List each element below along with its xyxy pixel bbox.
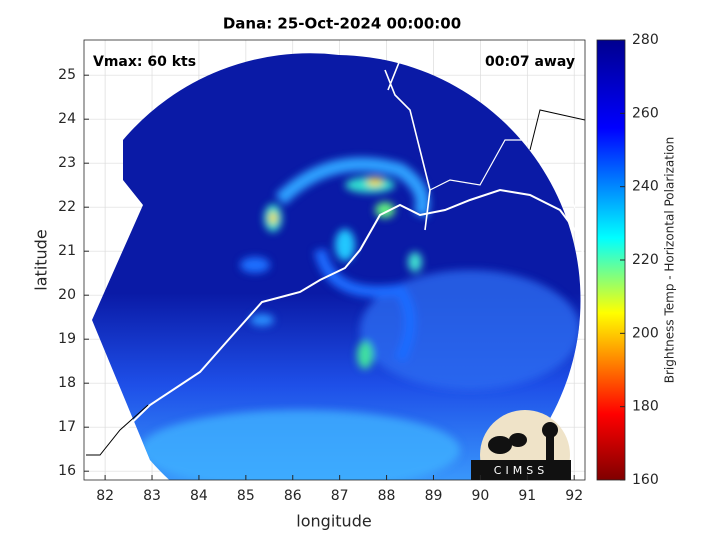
colorbar-tick-label: 200 (632, 325, 659, 341)
x-tick-label: 88 (378, 488, 396, 504)
annotation: Vmax: 60 kts (93, 54, 196, 70)
colorbar-tick-label: 160 (632, 472, 659, 488)
y-axis-label: latitude (32, 229, 51, 290)
x-tick-label: 85 (237, 488, 255, 504)
colorbar-tick-label: 240 (632, 179, 659, 195)
axes-box (83, 39, 586, 481)
y-tick-label: 19 (58, 331, 76, 347)
x-tick-label: 92 (565, 488, 583, 504)
colorbar-tick-label: 280 (632, 32, 659, 48)
y-tick-label: 17 (58, 419, 76, 435)
colorbar-tick-label: 260 (632, 105, 659, 121)
x-tick-label: 87 (331, 488, 349, 504)
y-tick-label: 23 (58, 155, 76, 171)
logo-text: CIMSS (494, 464, 548, 477)
y-tick-label: 16 (58, 463, 76, 479)
x-tick-label: 89 (425, 488, 443, 504)
y-tick-label: 20 (58, 287, 76, 303)
y-tick-label: 22 (58, 199, 76, 215)
chart-title: Dana: 25-Oct-2024 00:00:00 (223, 15, 461, 33)
colorbar-label: Brightness Temp - Horizontal Polarizatio… (663, 137, 677, 384)
x-tick-label: 90 (471, 488, 489, 504)
x-tick-label: 91 (518, 488, 536, 504)
colorbar-tick-label: 220 (632, 252, 659, 268)
x-tick-label: 82 (96, 488, 114, 504)
logo: CIMSS (471, 410, 571, 480)
imagery (85, 40, 585, 480)
x-tick-label: 83 (143, 488, 161, 504)
x-tick-label: 84 (190, 488, 208, 504)
annotation: 00:07 away (485, 54, 575, 70)
y-tick-label: 25 (58, 67, 76, 83)
y-tick-label: 24 (58, 111, 76, 127)
y-tick-label: 18 (58, 375, 76, 391)
colorbar-tick-label: 180 (632, 399, 659, 415)
y-tick-label: 21 (58, 243, 76, 259)
x-axis-label: longitude (296, 512, 371, 531)
x-tick-label: 86 (284, 488, 302, 504)
